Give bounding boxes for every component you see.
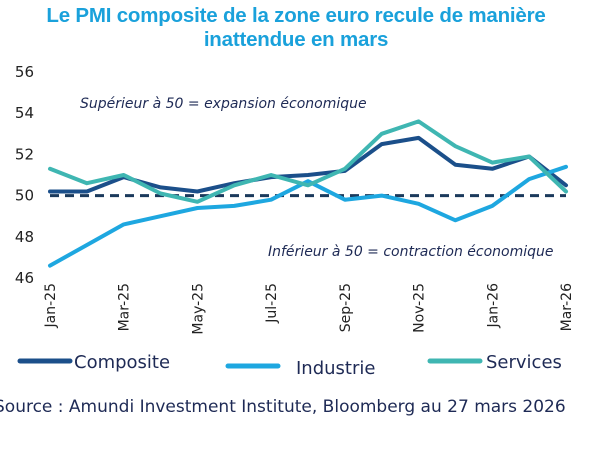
x-tick-label: Mar-25: [117, 283, 133, 331]
y-axis-ticks: 46 48 50 52 54 56: [15, 63, 34, 287]
legend-label-composite: Composite: [74, 352, 170, 373]
legend: Composite Industrie Services: [20, 352, 562, 379]
x-tick-label: Nov-25: [412, 283, 428, 333]
y-tick-label: 50: [15, 187, 34, 205]
annotation-expansion: Supérieur à 50 = expansion économique: [80, 96, 367, 112]
x-tick-label: May-25: [190, 283, 206, 335]
y-tick-label: 46: [15, 269, 34, 287]
annotation-contraction: Inférieur à 50 = contraction économique: [268, 244, 554, 260]
pmi-line-chart: 46 48 50 52 54 56 Jan-25 Mar-25 May-25 Jul-25 Sep…: [0, 0, 592, 395]
y-tick-label: 48: [15, 228, 34, 246]
legend-label-industrie: Industrie: [296, 358, 375, 379]
y-tick-label: 52: [15, 145, 34, 163]
x-tick-label: Jul-25: [264, 283, 280, 324]
legend-label-services: Services: [486, 352, 562, 373]
x-axis-ticks: Jan-25 Mar-25 May-25 Jul-25 Sep-25 Nov-25 Jan-…: [43, 283, 575, 335]
y-tick-label: 54: [15, 104, 34, 122]
x-tick-label: Jan-26: [485, 283, 501, 329]
y-tick-label: 56: [15, 63, 34, 81]
x-tick-label: Jan-25: [43, 283, 59, 328]
source-note: Source : Amundi Investment Institute, Bl…: [0, 397, 566, 417]
x-tick-label: Mar-26: [559, 283, 575, 331]
series-line-services: [50, 121, 566, 201]
x-tick-label: Sep-25: [338, 283, 354, 332]
